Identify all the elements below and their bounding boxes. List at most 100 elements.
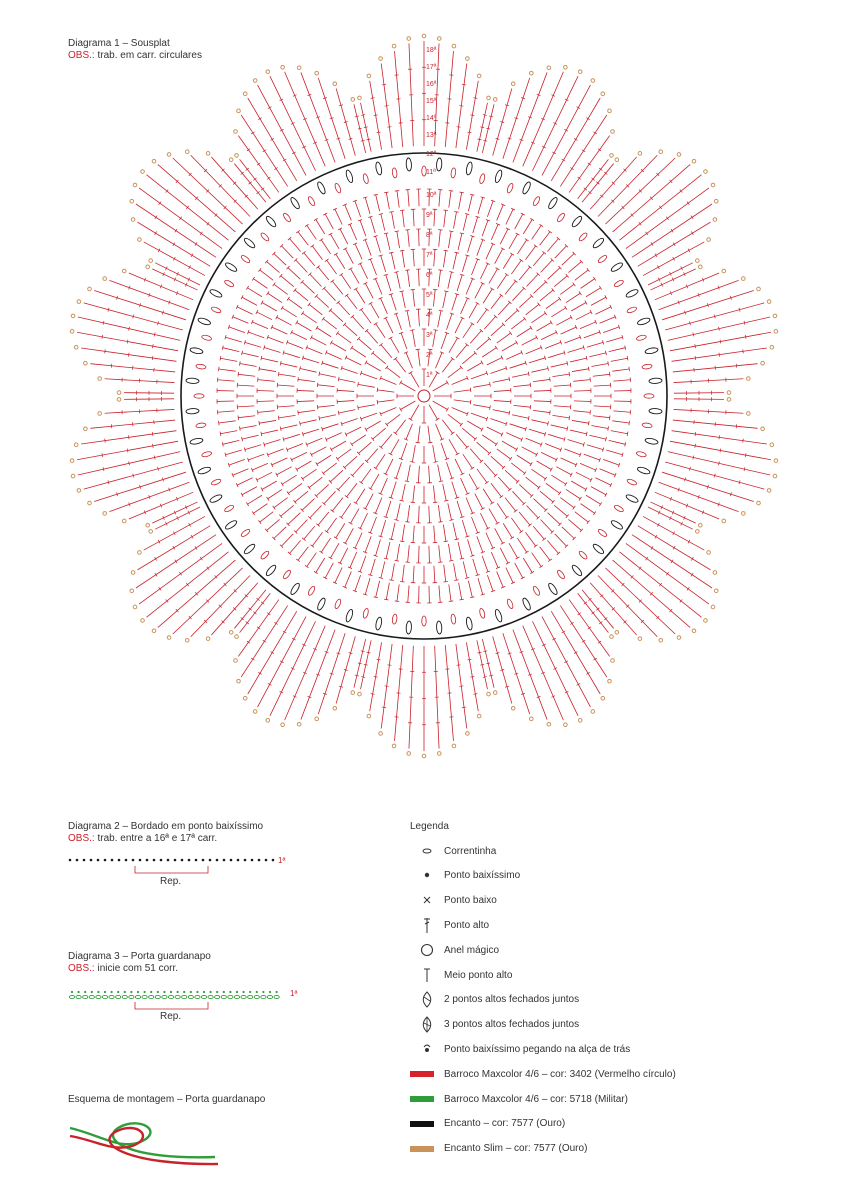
double-crochet-mark: [432, 329, 437, 347]
double-crochet-mark: [544, 341, 561, 349]
cluster-mark: [193, 393, 205, 399]
double-crochet-mark: [277, 384, 295, 387]
stitch-top-bar: [490, 501, 495, 505]
double-crochet-mark: [326, 517, 337, 532]
double-crochet-mark: [350, 508, 360, 524]
legend-item: Meio ponto alto: [410, 966, 512, 984]
stitch-tick: [625, 184, 630, 188]
double-crochet-mark: [452, 252, 458, 270]
stitch-top-bar: [370, 437, 375, 442]
stitch-top-bar: [558, 265, 562, 270]
stitch-top-bar: [324, 258, 329, 262]
stitch-tick: [354, 674, 359, 677]
stitch-tick: [185, 505, 188, 510]
double-crochet-mark: [340, 274, 352, 289]
double-crochet-mark: [553, 384, 571, 387]
stitch-top-bar: [279, 244, 284, 248]
double-crochet-icon: [424, 917, 430, 933]
double-crochet-mark: [241, 486, 258, 496]
stitch-top-bar: [550, 258, 555, 262]
diagram3-rep-label: Rep.: [160, 1011, 182, 1022]
stitch-tick: [597, 148, 602, 152]
black-cluster-mark: [548, 197, 558, 210]
double-crochet-mark: [330, 543, 340, 559]
gold-edge-stitch: [476, 73, 482, 79]
stitch-top-bar: [527, 265, 532, 269]
gold-edge-stitch: [265, 69, 271, 74]
legend-label: Encanto Slim – cor: 7577 (Ouro): [444, 1143, 588, 1155]
stitch-tick: [495, 652, 500, 655]
double-crochet-mark: [297, 400, 315, 402]
double-crochet-mark: [340, 503, 352, 518]
double-crochet-mark: [526, 273, 539, 287]
stitch-tick: [528, 116, 532, 119]
stitch-tick: [596, 607, 600, 611]
gold-edge-stitch: [465, 56, 470, 61]
stitch-top-bar: [300, 508, 304, 513]
stitch-top-bar: [300, 311, 305, 316]
stitch-top-bar: [251, 276, 255, 281]
double-crochet-mark: [474, 493, 483, 509]
double-crochet-mark: [281, 245, 294, 259]
stitch-top-bar: [490, 546, 496, 550]
double-crochet-mark: [407, 505, 411, 522]
stitch-tick: [158, 587, 162, 591]
double-crochet-mark: [222, 347, 240, 353]
stitch-tick: [168, 487, 171, 492]
double-crochet-mark: [589, 352, 607, 358]
legend-color-item: Encanto – cor: 7577 (Ouro): [410, 1115, 565, 1133]
double-crochet-mark: [395, 358, 407, 373]
cluster-mark: [506, 183, 514, 194]
stitch-tick: [139, 303, 142, 308]
stitch-top-bar: [551, 499, 555, 504]
double-crochet-mark: [400, 332, 408, 350]
stitch-tick: [157, 466, 159, 471]
stitch-top-bar: [529, 462, 533, 467]
stitch-top-bar: [301, 251, 306, 255]
round-label: 10ª: [426, 192, 437, 199]
legend-label: Ponto baixíssimo pegando na alça de trás: [444, 1043, 631, 1055]
double-crochet-mark: [354, 200, 361, 218]
stitch-tick: [232, 181, 237, 185]
double-crochet-mark: [451, 377, 468, 385]
double-crochet-mark: [332, 280, 344, 295]
stitch-tick: [742, 438, 744, 443]
gold-edge-stitch: [234, 153, 239, 158]
stitch-tick: [336, 137, 341, 140]
stitch-top-bar: [558, 296, 562, 301]
double-crochet-mark: [508, 233, 518, 249]
double-crochet-mark: [273, 497, 288, 508]
stitch-top-bar: [485, 527, 490, 530]
stitch-tick: [649, 592, 653, 596]
stitch-top-bar: [494, 442, 498, 447]
double-crochet-mark: [462, 213, 468, 231]
stitch-tick: [292, 695, 297, 698]
chain-oval: [134, 994, 142, 1000]
stitch-tick: [258, 117, 262, 121]
stitch-tick: [519, 138, 524, 141]
double-crochet-mark: [375, 497, 383, 514]
double-crochet-mark: [553, 405, 571, 408]
stitch-tick: [486, 662, 491, 665]
stitch-tick: [376, 131, 381, 134]
chain-oval: [181, 994, 188, 1000]
stitch-top-bar: [398, 457, 404, 461]
double-crochet-mark: [296, 460, 312, 470]
stitch-top-bar: [321, 316, 325, 321]
double-crochet-mark: [291, 331, 308, 340]
stitch-tick: [638, 221, 642, 226]
gold-edge-stitch: [296, 65, 302, 71]
double-crochet-mark: [306, 347, 323, 355]
stitch-top-bar: [563, 437, 566, 442]
stitch-top-bar: [598, 457, 601, 463]
stitch-top-bar: [293, 499, 297, 504]
chain-oval: [148, 994, 155, 1000]
double-crochet-mark: [417, 309, 420, 327]
gold-edge-stitch: [694, 529, 700, 534]
round-label: 9ª: [426, 212, 433, 219]
double-crochet-mark: [366, 330, 379, 344]
stitch-tick: [291, 151, 296, 155]
stitch-top-bar: [508, 410, 511, 416]
stitch-top-bar: [618, 324, 621, 330]
double-crochet-mark: [580, 503, 595, 514]
